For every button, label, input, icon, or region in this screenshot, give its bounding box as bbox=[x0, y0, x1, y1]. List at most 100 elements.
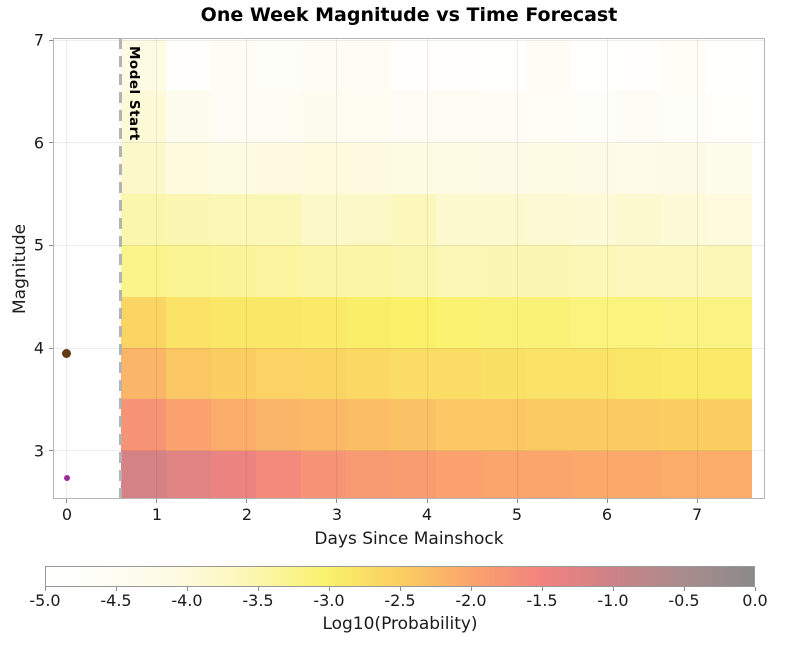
heatmap-cell bbox=[345, 399, 392, 452]
heatmap-cell bbox=[300, 399, 347, 452]
y-axis-label: Magnitude bbox=[10, 223, 30, 314]
colorbar-tick-label: -2.5 bbox=[384, 591, 416, 610]
horizontal-gridline bbox=[53, 450, 765, 452]
heatmap-cell bbox=[571, 348, 617, 401]
y-tick-label: 5 bbox=[33, 235, 44, 255]
heatmap-cell bbox=[255, 450, 302, 499]
heatmap-cell bbox=[436, 348, 482, 401]
heatmap-cell bbox=[345, 245, 392, 298]
colorbar-tick-mark bbox=[612, 587, 614, 591]
vertical-gridline bbox=[66, 38, 68, 499]
heatmap-cell bbox=[390, 40, 437, 93]
heatmap-cell bbox=[526, 40, 572, 93]
heatmap-cell bbox=[390, 142, 437, 195]
vertical-gridline bbox=[336, 38, 338, 499]
heatmap-cell bbox=[300, 245, 347, 298]
heatmap-cell bbox=[526, 450, 572, 499]
heatmap-cell bbox=[165, 40, 212, 93]
heatmap-cell bbox=[481, 296, 527, 349]
heatmap-cell bbox=[436, 450, 482, 499]
heatmap-cell bbox=[210, 40, 257, 93]
heatmap-cell bbox=[661, 348, 707, 401]
x-tick-label: 1 bbox=[151, 505, 163, 524]
x-tick-label: 4 bbox=[421, 505, 433, 524]
x-tick-label: 2 bbox=[241, 505, 253, 524]
heatmap-cell bbox=[661, 399, 707, 452]
heatmap-cell bbox=[255, 91, 302, 144]
heatmap-cell bbox=[255, 194, 302, 247]
heatmap-cell bbox=[481, 348, 527, 401]
heatmap-cell bbox=[165, 91, 212, 144]
heatmap-cell bbox=[436, 245, 482, 298]
vertical-gridline bbox=[606, 38, 608, 499]
colorbar bbox=[45, 566, 755, 587]
colorbar-tick-mark bbox=[541, 587, 543, 591]
heatmap-cell bbox=[165, 296, 212, 349]
heatmap-cell bbox=[616, 40, 662, 93]
heatmap-cell bbox=[526, 194, 572, 247]
heatmap-cell bbox=[165, 245, 212, 298]
heatmap-cell bbox=[481, 91, 527, 144]
heatmap-cell bbox=[481, 450, 527, 499]
model-start-line bbox=[119, 38, 123, 499]
heatmap-cell bbox=[345, 91, 392, 144]
heatmap-cell bbox=[571, 142, 617, 195]
x-tick-mark bbox=[426, 499, 428, 503]
heatmap-cell bbox=[165, 348, 212, 401]
heatmap-cell bbox=[526, 348, 572, 401]
heatmap-cell bbox=[481, 142, 527, 195]
heatmap-cell bbox=[571, 450, 617, 499]
heatmap-cell bbox=[616, 296, 662, 349]
heatmap-cell bbox=[390, 194, 437, 247]
heatmap-cell bbox=[390, 91, 437, 144]
heatmap-cell bbox=[706, 91, 752, 144]
heatmap-cell bbox=[616, 245, 662, 298]
heatmap-cell bbox=[526, 142, 572, 195]
heatmap-cell bbox=[616, 142, 662, 195]
heatmap-cell bbox=[436, 399, 482, 452]
x-tick-mark bbox=[696, 499, 698, 503]
heatmap-cell bbox=[661, 91, 707, 144]
model-start-label: Model Start bbox=[125, 46, 142, 141]
heatmap-cell bbox=[436, 194, 482, 247]
heatmap-cell bbox=[210, 245, 257, 298]
heatmap-cell bbox=[120, 399, 167, 452]
chart-title: One Week Magnitude vs Time Forecast bbox=[200, 4, 618, 26]
heatmap-cell bbox=[481, 40, 527, 93]
x-tick-mark bbox=[156, 499, 158, 503]
vertical-gridline bbox=[696, 38, 698, 499]
heatmap-cell bbox=[255, 40, 302, 93]
x-tick-label: 3 bbox=[331, 505, 343, 524]
heatmap-cell bbox=[120, 296, 167, 349]
heatmap-cell bbox=[300, 40, 347, 93]
heatmap-cell bbox=[706, 348, 752, 401]
heatmap-cell bbox=[706, 296, 752, 349]
heatmap-cell bbox=[616, 450, 662, 499]
heatmap-cell bbox=[345, 142, 392, 195]
heatmap-cell bbox=[210, 399, 257, 452]
y-tick-label: 4 bbox=[33, 338, 44, 358]
heatmap-cell bbox=[210, 142, 257, 195]
heatmap-cell bbox=[255, 348, 302, 401]
colorbar-tick-label: -0.5 bbox=[668, 591, 700, 610]
heatmap-cell bbox=[661, 40, 707, 93]
heatmap-cell bbox=[661, 450, 707, 499]
heatmap-cell bbox=[526, 91, 572, 144]
scatter-point bbox=[62, 348, 72, 358]
x-tick-mark bbox=[606, 499, 608, 503]
heatmap-cell bbox=[165, 399, 212, 452]
heatmap-cell bbox=[661, 245, 707, 298]
colorbar-tick-label: -2.0 bbox=[455, 591, 487, 610]
x-tick-label: 7 bbox=[691, 505, 703, 524]
heatmap-cell bbox=[390, 296, 437, 349]
y-tick-mark bbox=[49, 244, 53, 246]
y-tick-mark bbox=[49, 347, 53, 349]
heatmap-cell bbox=[345, 348, 392, 401]
heatmap-cell bbox=[436, 142, 482, 195]
heatmap-cell bbox=[481, 194, 527, 247]
heatmap-cell bbox=[210, 91, 257, 144]
x-tick-mark bbox=[246, 499, 248, 503]
x-tick-label: 5 bbox=[511, 505, 523, 524]
colorbar-tick-label: -1.5 bbox=[526, 591, 558, 610]
vertical-gridline bbox=[156, 38, 158, 499]
